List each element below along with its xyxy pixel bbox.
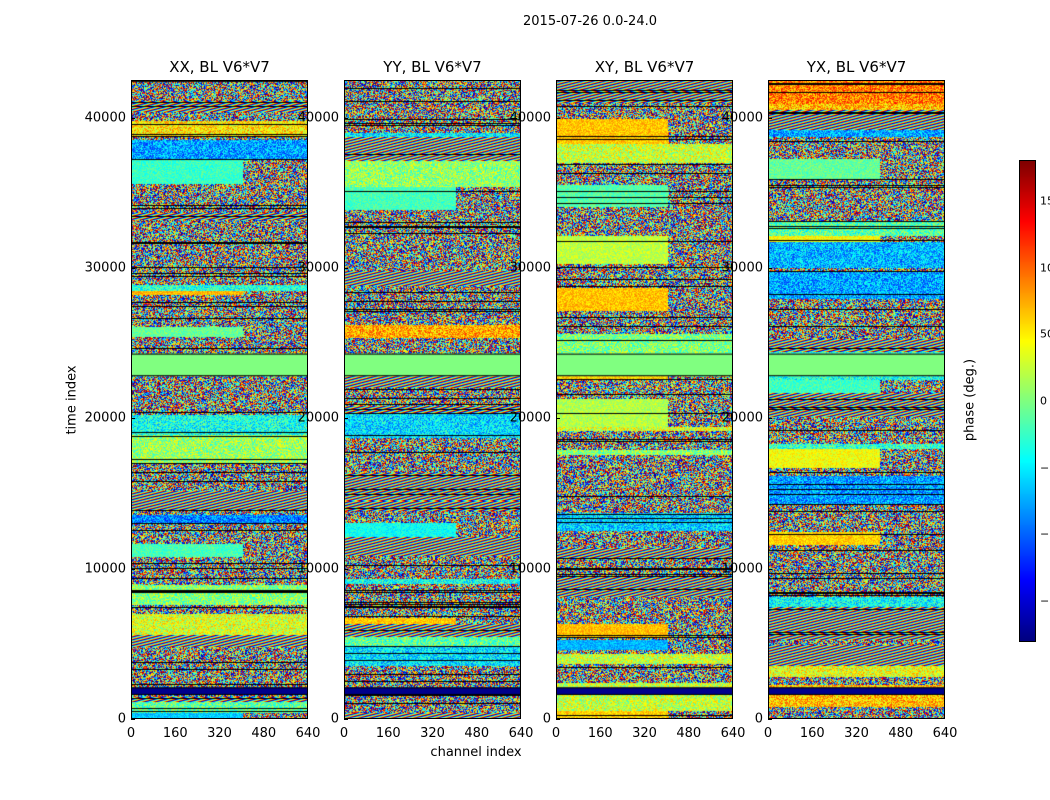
y-tick-mark — [131, 418, 135, 420]
x-tick-label: 640 — [720, 726, 746, 741]
panel-title: XX, BL V6*V7 — [169, 58, 270, 76]
colorbar-tick-label: 150 — [1040, 194, 1050, 208]
y-tick-label: 30000 — [84, 260, 126, 276]
panel-title: YY, BL V6*V7 — [383, 58, 482, 76]
y-tick-label: 10000 — [509, 561, 551, 577]
y-tick-label: 30000 — [509, 260, 551, 276]
x-tick-label: 320 — [207, 726, 232, 741]
y-tick-label: 10000 — [721, 561, 763, 577]
plot-frame — [556, 80, 733, 719]
x-tick-label: 480 — [464, 726, 490, 741]
y-tick-mark — [556, 719, 560, 720]
x-tick-label: 0 — [763, 726, 773, 741]
x-tick-label: 0 — [551, 726, 561, 741]
panel-yx: YX, BL V6*V7 0 10000 20000 30000 40000 0 160 32… — [722, 58, 958, 741]
x-tick-label: 480 — [888, 726, 914, 741]
heatmap-canvas — [768, 80, 945, 719]
heatmap-canvas — [344, 80, 521, 719]
colorbar-tick-label: 50 — [1040, 327, 1050, 341]
y-tick-mark — [344, 719, 348, 720]
y-tick-mark — [556, 418, 560, 420]
y-tick-label: 20000 — [297, 410, 339, 426]
y-tick-label: 30000 — [297, 260, 339, 276]
x-tick-label: 160 — [587, 726, 613, 741]
y-tick-label: 0 — [117, 711, 126, 727]
colorbar-tick-label: −150 — [1040, 594, 1050, 608]
y-tick-mark — [768, 418, 772, 420]
x-tick-label: 640 — [295, 726, 321, 741]
y-tick-mark — [556, 267, 560, 269]
y-tick-mark — [344, 568, 348, 570]
y-tick-mark — [768, 117, 772, 119]
y-tick-label: 0 — [754, 711, 763, 727]
x-tick-label: 480 — [251, 726, 277, 741]
y-tick-mark — [344, 418, 348, 420]
colorbar-tick-label: 100 — [1040, 261, 1050, 275]
y-tick-mark — [768, 719, 772, 720]
panel-xy: XY, BL V6*V7 0 10000 20000 30000 40000 0 160 32… — [510, 58, 746, 741]
y-tick-label: 0 — [542, 711, 551, 727]
plot-frame — [131, 80, 308, 719]
y-tick-mark — [131, 719, 135, 720]
colorbar-tick-label: −50 — [1040, 461, 1050, 475]
y-tick-mark — [131, 117, 135, 119]
x-tick-label: 0 — [339, 726, 349, 741]
x-tick-label: 320 — [632, 726, 657, 741]
y-tick-label: 10000 — [84, 561, 126, 577]
y-tick-label: 40000 — [509, 110, 551, 126]
x-tick-label: 0 — [126, 726, 136, 741]
y-tick-label: 20000 — [84, 410, 126, 426]
y-tick-mark — [344, 267, 348, 269]
y-tick-mark — [768, 267, 772, 269]
y-tick-mark — [556, 117, 560, 119]
y-axis-label: time index — [64, 365, 80, 435]
x-tick-label: 160 — [799, 726, 825, 741]
y-tick-label: 30000 — [721, 260, 763, 276]
heatmap-canvas — [556, 80, 733, 719]
heatmap-canvas — [131, 80, 308, 719]
colorbar-gradient — [1020, 161, 1035, 641]
plot-frame — [768, 80, 945, 719]
colorbar-tick-label: 0 — [1040, 394, 1047, 408]
y-tick-label: 0 — [330, 711, 339, 727]
y-tick-mark — [131, 267, 135, 269]
y-tick-mark — [768, 568, 772, 570]
x-tick-label: 320 — [420, 726, 445, 741]
plot-frame — [344, 80, 521, 719]
panel-title: YX, BL V6*V7 — [806, 58, 907, 76]
panel-title: XY, BL V6*V7 — [594, 58, 695, 76]
x-tick-label: 640 — [508, 726, 534, 741]
y-tick-mark — [344, 117, 348, 119]
x-tick-label: 160 — [162, 726, 188, 741]
y-tick-label: 40000 — [84, 110, 126, 126]
x-tick-label: 480 — [676, 726, 702, 741]
x-tick-label: 160 — [375, 726, 401, 741]
x-axis-label: channel index — [430, 745, 522, 760]
y-tick-label: 20000 — [721, 410, 763, 426]
colorbar — [1019, 160, 1036, 642]
y-tick-label: 20000 — [509, 410, 551, 426]
y-tick-label: 40000 — [721, 110, 763, 126]
colorbar-label: phase (deg.) — [962, 358, 978, 442]
x-tick-label: 320 — [844, 726, 869, 741]
y-tick-label: 40000 — [297, 110, 339, 126]
y-tick-label: 10000 — [297, 561, 339, 577]
figure-title: 2015-07-26 0.0-24.0 — [523, 14, 657, 29]
y-tick-mark — [556, 568, 560, 570]
panel-xx: XX, BL V6*V7 0 10000 20000 30000 40000 0 160 32… — [85, 58, 321, 741]
panel-yy: YY, BL V6*V7 0 10000 20000 30000 40000 0 160 32… — [298, 58, 534, 741]
y-tick-mark — [131, 568, 135, 570]
x-tick-label: 640 — [932, 726, 958, 741]
colorbar-tick-label: −100 — [1040, 527, 1050, 541]
